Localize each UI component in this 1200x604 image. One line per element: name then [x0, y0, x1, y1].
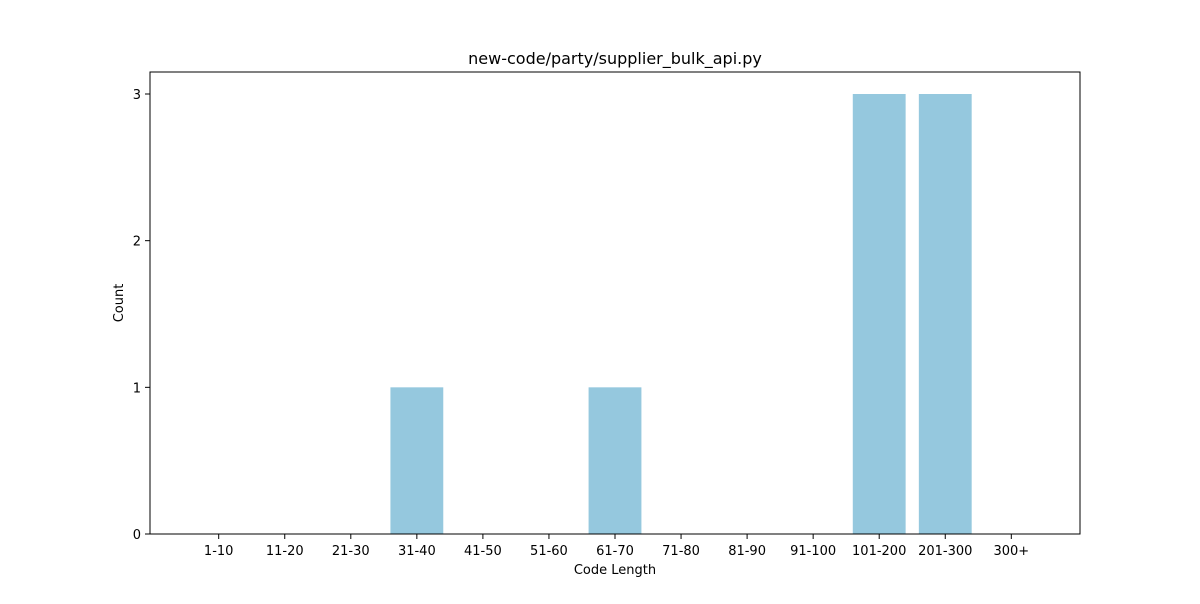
x-tick-label: 1-10 — [204, 544, 234, 559]
x-tick-label: 91-100 — [790, 544, 836, 559]
bar-101-200 — [852, 94, 906, 534]
x-tick-label: 81-90 — [728, 544, 766, 559]
plot-frame — [149, 71, 1081, 535]
x-tick-label: 31-40 — [398, 544, 436, 559]
x-axis-label: Code Length — [574, 563, 656, 578]
x-tick-label: 51-60 — [530, 544, 568, 559]
bar-31-40 — [390, 387, 444, 534]
x-tick-label: 71-80 — [662, 544, 700, 559]
x-tick-label: 300+ — [993, 544, 1029, 559]
y-tick-label: 0 — [133, 528, 141, 543]
x-tick-label: 41-50 — [464, 544, 502, 559]
bar-201-300 — [918, 94, 972, 534]
x-tick-label: 201-300 — [918, 544, 972, 559]
bar-61-70 — [588, 387, 642, 534]
x-tick-label: 11-20 — [266, 544, 304, 559]
y-axis-label: Count — [112, 284, 127, 323]
y-tick-label: 1 — [133, 381, 141, 396]
x-tick-label: 101-200 — [852, 544, 906, 559]
chart-title: new-code/party/supplier_bulk_api.py — [468, 49, 762, 69]
y-axis-ticks: 0 1 2 3 — [133, 88, 150, 543]
x-axis-ticks: 1-10 11-20 21-30 31-40 41-50 51-60 61-70 71-80 8… — [204, 534, 1029, 559]
x-tick-label: 21-30 — [332, 544, 370, 559]
y-tick-label: 3 — [133, 88, 141, 103]
x-tick-label: 61-70 — [596, 544, 634, 559]
y-tick-label: 2 — [133, 235, 141, 250]
bars-layer — [390, 94, 972, 534]
